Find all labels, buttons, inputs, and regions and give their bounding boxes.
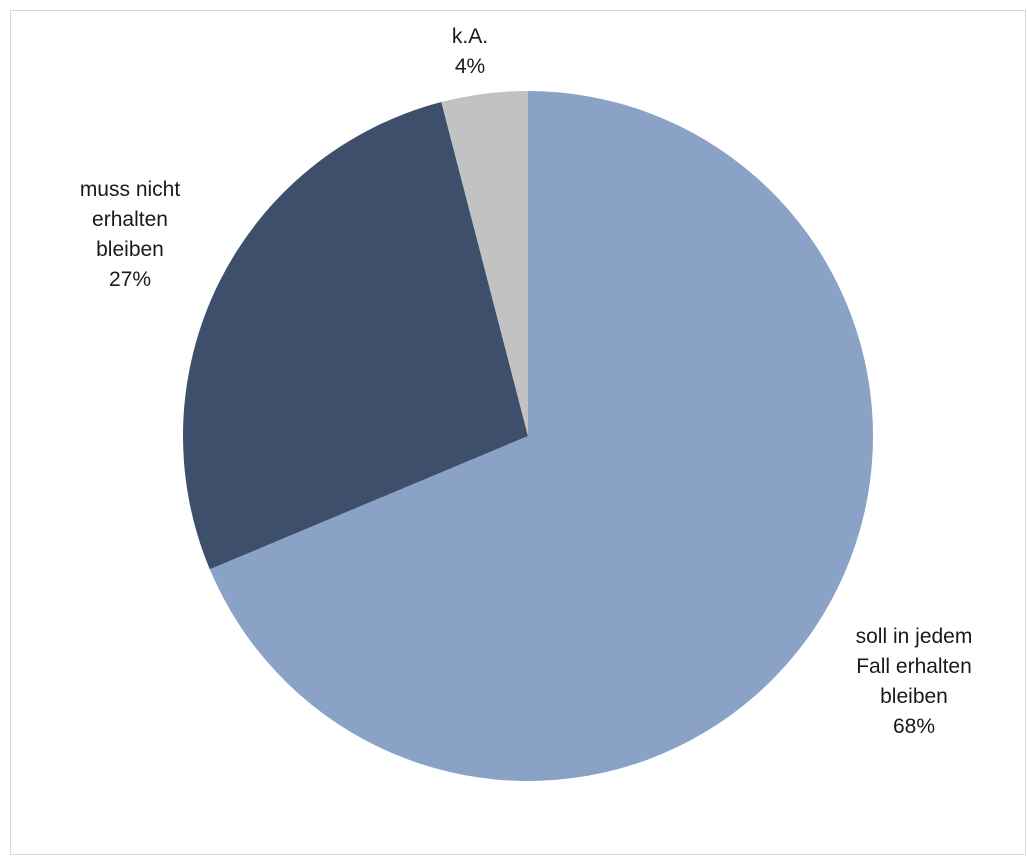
slice-name-line: bleiben: [96, 238, 164, 261]
pie-slice-2: [183, 102, 528, 570]
pie-label-2: muss nicht erhalten bleiben 27%: [80, 178, 181, 291]
slice-name-line: muss nicht: [80, 178, 181, 201]
pie-labels: soll in jedem Fall erhalten bleiben 68% muss…: [80, 25, 973, 738]
pie-slice-1: [209, 91, 874, 782]
slice-value-label: 68%: [893, 715, 935, 738]
slice-name-line: k.A.: [452, 25, 488, 48]
slice-value-label: 4%: [455, 55, 485, 78]
slice-name-line: erhalten: [92, 208, 168, 231]
pie-label-3: k.A. 4%: [452, 25, 488, 78]
slice-name-line: bleiben: [880, 685, 948, 708]
slice-name-line: Fall erhalten: [856, 655, 972, 678]
pie-slices: [183, 91, 874, 782]
pie-slice-3: [441, 91, 528, 436]
slice-value-label: 27%: [109, 268, 151, 291]
pie-label-1: soll in jedem Fall erhalten bleiben 68%: [856, 625, 973, 738]
slice-name-line: soll in jedem: [856, 625, 973, 648]
